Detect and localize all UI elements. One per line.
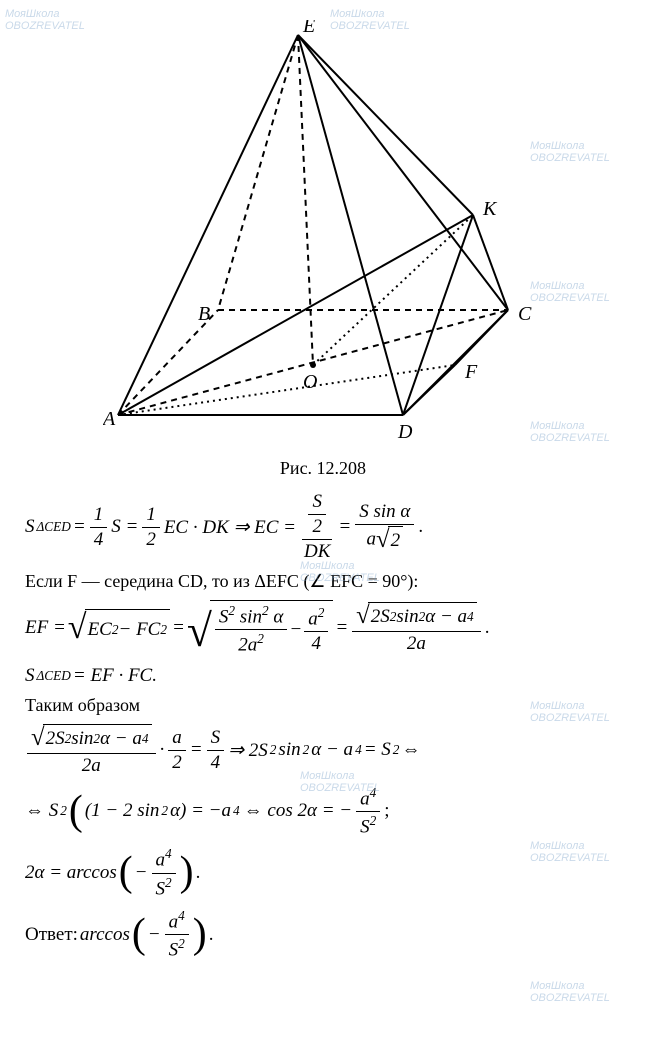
- svg-text:C: C: [518, 303, 532, 325]
- equation-line-1: SΔCED = 14 S = 12 EC · DK ⇒ EC = S2 DK =…: [25, 491, 621, 563]
- equation-line-3: EF = √ EC2 − FC2 = √ S2 sin2 α 2a2 − a2 …: [25, 600, 621, 657]
- answer-line: Ответ: arccos ( − a4 S2 ) .: [25, 908, 621, 962]
- svg-text:D: D: [397, 421, 413, 443]
- watermark: МояШкола: [530, 980, 584, 992]
- equation-line-7: ⇔ S2 ((1 − 2 sin2 α) = −a4 ⇔ cos 2α = − …: [25, 785, 621, 839]
- text-line-5: Таким образом: [25, 695, 621, 716]
- svg-text:O: O: [303, 371, 317, 393]
- svg-text:K: K: [482, 198, 498, 220]
- pyramid-diagram: E A B C D O F K: [25, 20, 621, 450]
- equation-line-6: √ 2S2 sin2 α − a4 2a · a2 = S4 ⇒ 2S2 sin…: [25, 724, 621, 777]
- watermark: OBOZREVATEL: [530, 992, 610, 1004]
- watermark: МояШкола: [5, 8, 59, 20]
- equation-line-8: 2α = arccos ( − a4 S2 ) .: [25, 846, 621, 900]
- equation-line-4: SΔCED = EF · FC.: [25, 665, 621, 687]
- diagram-svg: E A B C D O F K: [103, 20, 543, 450]
- figure-caption: Рис. 12.208: [25, 458, 621, 479]
- text-line-2: Если F — середина CD, то из ΔEFC (∠ EFC …: [25, 571, 621, 592]
- svg-text:F: F: [464, 361, 478, 383]
- svg-text:A: A: [103, 408, 116, 430]
- watermark: МояШкола: [330, 8, 384, 20]
- svg-text:E: E: [302, 20, 315, 37]
- svg-text:B: B: [198, 303, 210, 325]
